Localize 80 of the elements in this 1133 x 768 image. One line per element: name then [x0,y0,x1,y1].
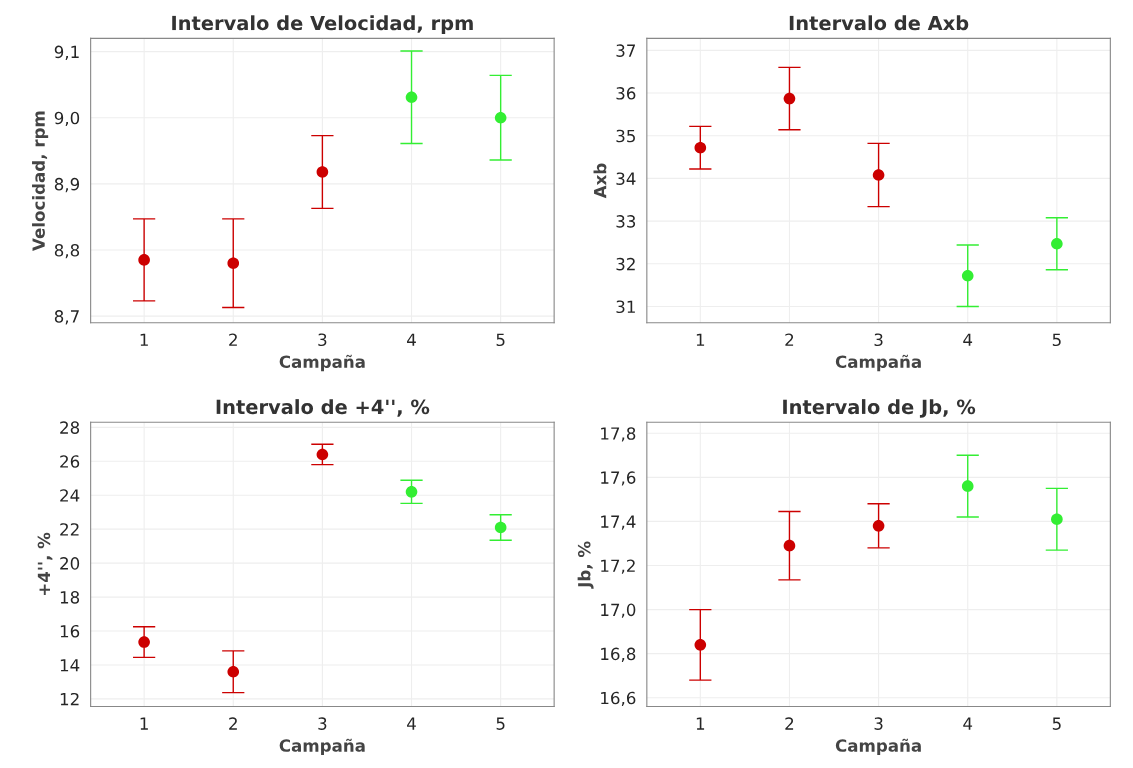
x-tick-label: 3 [318,333,327,347]
y-tick-label: 36 [616,87,636,100]
point [694,141,707,154]
y-tick-label: 28 [60,421,80,434]
y-tick-label: 24 [60,489,80,502]
x-axis-title: Campaña [279,354,365,372]
y-tick-label: 17,4 [601,515,636,530]
point [961,480,974,492]
y-tick-label: 17,6 [601,471,636,486]
x-axis-title: Campaña [835,354,921,372]
x-tick-label: 2 [229,333,237,346]
point [138,636,150,648]
x-tick-label: 3 [874,333,883,347]
y-tick-label: 14 [60,659,80,672]
x-tick-label: 4 [407,333,416,346]
y-tick-label: 22 [60,523,79,536]
y-tick-label: 17,0 [601,603,636,618]
y-tick-label: 8,9 [54,177,80,193]
point [405,91,418,104]
x-tick-label: 3 [318,717,327,730]
x-tick-label: 3 [874,717,883,730]
x-tick-label: 5 [1052,333,1061,347]
x-axis-title: Campaña [279,738,365,756]
x-tick-label: 1 [140,717,148,730]
point [494,111,507,124]
point [872,520,885,532]
chart-title: Intervalo de +4'', % [216,399,430,417]
y-tick-label: 8,7 [54,310,79,325]
x-tick-label: 5 [496,333,505,347]
x-tick-label: 1 [140,333,148,346]
point [1051,513,1063,526]
y-axis-title: Jb, % [577,541,594,589]
x-tick-label: 2 [785,333,794,346]
y-tick-label: 32 [616,257,635,271]
y-tick-label: 9,0 [54,111,80,127]
x-tick-label: 1 [696,717,705,730]
x-tick-label: 5 [1052,717,1061,730]
chart-title: Intervalo de Jb, % [783,399,976,418]
chart-title: Intervalo de Velocidad, rpm [172,15,473,35]
point [138,254,150,266]
point [872,169,885,181]
point [1051,237,1063,250]
y-axis-title: +4'', % [37,532,53,595]
x-tick-label: 1 [696,333,705,346]
y-tick-label: 20 [60,557,80,570]
point [316,448,329,461]
y-tick-label: 16,6 [601,691,636,707]
x-tick-label: 4 [963,717,973,730]
y-tick-label: 34 [616,172,636,185]
point [227,257,240,270]
y-tick-label: 8,8 [54,243,80,259]
y-tick-label: 16,8 [601,647,636,662]
y-tick-label: 17,2 [601,559,635,574]
x-tick-label: 4 [963,333,973,346]
x-tick-label: 5 [496,717,505,730]
y-tick-label: 33 [616,215,636,228]
y-tick-label: 35 [616,129,635,143]
x-tick-label: 4 [407,717,416,730]
y-tick-label: 31 [616,300,635,314]
y-tick-label: 18 [60,591,80,604]
point [405,486,418,498]
y-tick-label: 17,8 [601,427,636,442]
point [494,521,507,534]
point [694,639,707,651]
x-axis-title: Campaña [835,738,921,756]
y-tick-label: 16 [60,624,80,638]
y-axis-title: Velocidad, rpm [32,111,49,251]
y-tick-label: 26 [60,455,80,468]
point [783,539,796,552]
chart-title: Intervalo de Axb [789,15,969,31]
y-tick-label: 9,1 [54,45,79,60]
point [227,665,240,678]
y-tick-label: 12 [60,692,79,706]
point [961,269,974,282]
x-tick-label: 2 [229,717,237,730]
y-axis-title: Axb [593,163,607,199]
y-tick-label: 37 [616,44,635,57]
x-tick-label: 2 [785,717,794,730]
point [316,166,329,178]
point [783,92,796,105]
